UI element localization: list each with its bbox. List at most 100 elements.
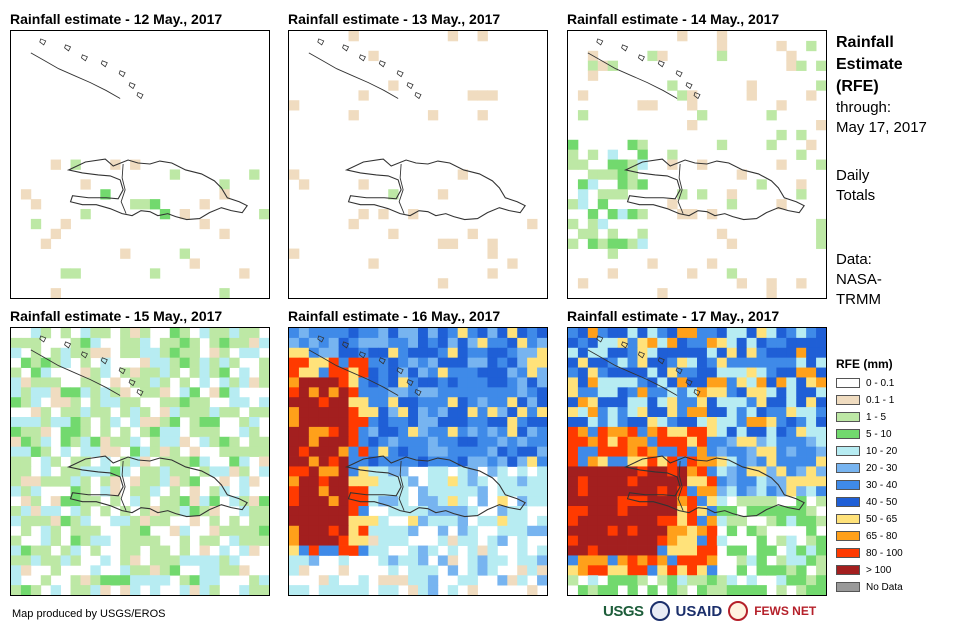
rainfall-cell: [607, 436, 619, 448]
rainfall-cell: [229, 436, 240, 448]
legend-label: 5 - 10: [866, 428, 892, 440]
rainfall-cell: [437, 407, 449, 418]
legend-label: 40 - 50: [866, 496, 898, 508]
rainfall-cell: [20, 426, 32, 438]
rainfall-cell: [786, 367, 797, 378]
rainfall-cell: [229, 456, 240, 467]
island-outline: [596, 335, 604, 343]
rainfall-cell: [537, 387, 547, 398]
rainfall-cell: [318, 446, 330, 457]
island-outline: [317, 38, 325, 46]
rainfall-cell: [50, 476, 62, 487]
rainfall-cell: [437, 357, 449, 368]
rainfall-cell: [140, 525, 151, 537]
rainfall-cell: [298, 446, 310, 457]
rainfall-cell: [577, 466, 589, 477]
rainfall-cell: [677, 496, 688, 507]
rainfall-cell: [587, 218, 599, 230]
rainfall-cell: [527, 387, 538, 398]
rainfall-cell: [100, 585, 111, 595]
rainfall-cell: [169, 436, 181, 448]
rainfall-cell: [568, 496, 579, 507]
rainfall-cell: [756, 357, 767, 368]
rainfall-cell: [697, 337, 708, 349]
rainfall-cell: [308, 476, 320, 487]
rainfall-cell: [348, 387, 359, 398]
rainfall-cell: [697, 456, 708, 467]
rainfall-cell: [447, 505, 459, 517]
rainfall-cell: [388, 466, 399, 477]
rainfall-cell: [348, 505, 359, 517]
rainfall-cell: [716, 328, 728, 339]
rainfall-cell: [816, 377, 826, 388]
rainfall-cell: [806, 328, 817, 339]
rainfall-cell: [736, 328, 748, 339]
rainfall-cell: [716, 357, 728, 368]
rainfall-cell: [229, 515, 240, 527]
rainfall-cell: [437, 189, 449, 200]
rainfall-cell: [60, 436, 71, 448]
rainfall-cell: [587, 407, 599, 418]
legend-label: 10 - 20: [866, 445, 898, 457]
rainfall-cell: [617, 169, 628, 180]
rainfall-cell: [786, 545, 797, 556]
rainfall-cell: [617, 387, 628, 398]
rainfall-cell: [637, 555, 648, 566]
rainfall-cell: [776, 328, 787, 339]
rainfall-cell: [298, 515, 310, 527]
rainfall-cell: [110, 486, 121, 497]
rainfall-cell: [60, 466, 71, 477]
rainfall-cell: [527, 417, 538, 428]
rainfall-cell: [298, 476, 310, 487]
rainfall-cell: [289, 337, 300, 349]
rainfall-cell: [90, 407, 101, 418]
rainfall-cell: [50, 159, 62, 170]
rainfall-cell: [20, 357, 32, 368]
rainfall-cell: [736, 387, 748, 398]
rainfall-cell: [816, 555, 826, 566]
rainfall-cell: [637, 515, 648, 527]
rainfall-cell: [746, 456, 757, 467]
rainfall-cell: [617, 545, 628, 556]
rainfall-cell: [80, 426, 91, 438]
rainfall-cell: [199, 407, 210, 418]
panel-title-17-may: Rainfall estimate - 17 May., 2017: [567, 308, 780, 324]
rainfall-cell: [467, 476, 478, 487]
rainfall-cell: [507, 328, 518, 339]
rainfall-cell: [239, 545, 250, 556]
rainfall-cell: [189, 456, 200, 467]
rainfall-cell: [130, 486, 141, 497]
rainfall-cell: [427, 397, 439, 408]
rainfall-cell: [677, 446, 688, 457]
rainfall-cell: [189, 347, 200, 359]
rainfall-cell: [746, 377, 757, 388]
rainfall-cell: [816, 407, 826, 418]
rainfall-cell: [259, 436, 269, 448]
rainfall-cell: [338, 446, 349, 457]
rainfall-cell: [806, 555, 817, 566]
rainfall-cell: [70, 436, 81, 448]
rainfall-cell: [647, 585, 658, 595]
rainfall-cell: [239, 417, 250, 428]
rainfall-cell: [249, 328, 260, 339]
rainfall-cell: [627, 179, 638, 190]
rainfall-cell: [229, 496, 240, 507]
rainfall-cell: [40, 417, 52, 428]
rainfall-cell: [189, 357, 200, 368]
rainfall-cell: [80, 179, 91, 190]
rainfall-cell: [716, 446, 728, 457]
rainfall-cell: [110, 446, 121, 457]
rainfall-cell: [368, 328, 379, 339]
rainfall-cell: [388, 585, 399, 595]
rainfall-cell: [140, 347, 151, 359]
rainfall-cell: [140, 565, 151, 576]
cuba-coastline: [587, 349, 678, 396]
rainfall-cell: [677, 407, 688, 418]
rainfall-cell: [627, 496, 638, 507]
rainfall-cell: [189, 585, 200, 595]
rainfall-cell: [457, 397, 469, 408]
rainfall-cell: [249, 337, 260, 349]
rainfall-cell: [816, 486, 826, 497]
rainfall-cell: [766, 545, 777, 556]
rainfall-cell: [766, 357, 777, 368]
